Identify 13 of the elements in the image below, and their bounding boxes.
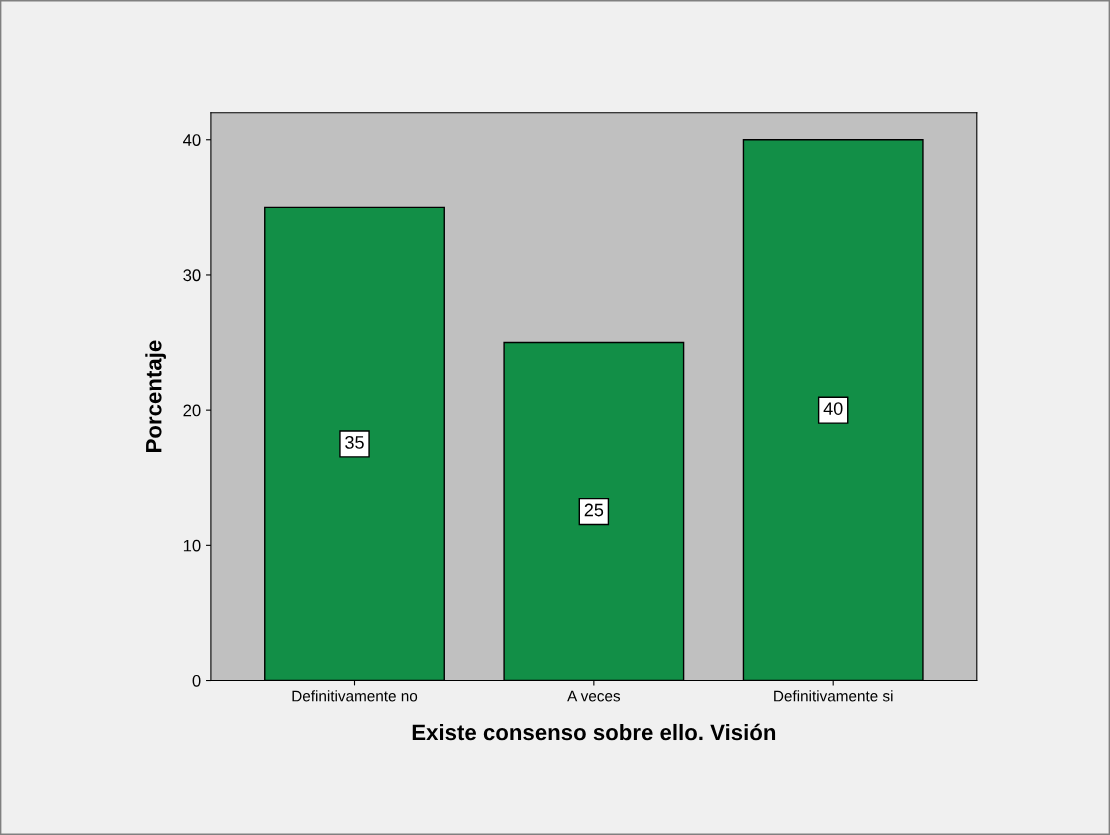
data-label: 35 [345,436,364,449]
y-tick-label: 10 [183,539,201,552]
y-tick-label: 30 [183,269,201,282]
data-label: 25 [584,503,604,517]
x-axis-title: Existe consenso sobre ello. Visión [412,723,776,741]
x-tick-label: Definitivamente si [774,690,893,702]
y-tick-label: 40 [183,134,201,146]
x-tick-label: Definitivamente no [292,690,418,702]
x-tick-label: A veces [567,690,621,702]
y-axis-title: Porcentaje [145,340,166,452]
y-tick-label: 20 [183,404,201,417]
y-tick-label: 0 [192,674,201,687]
data-label: 40 [823,402,843,415]
